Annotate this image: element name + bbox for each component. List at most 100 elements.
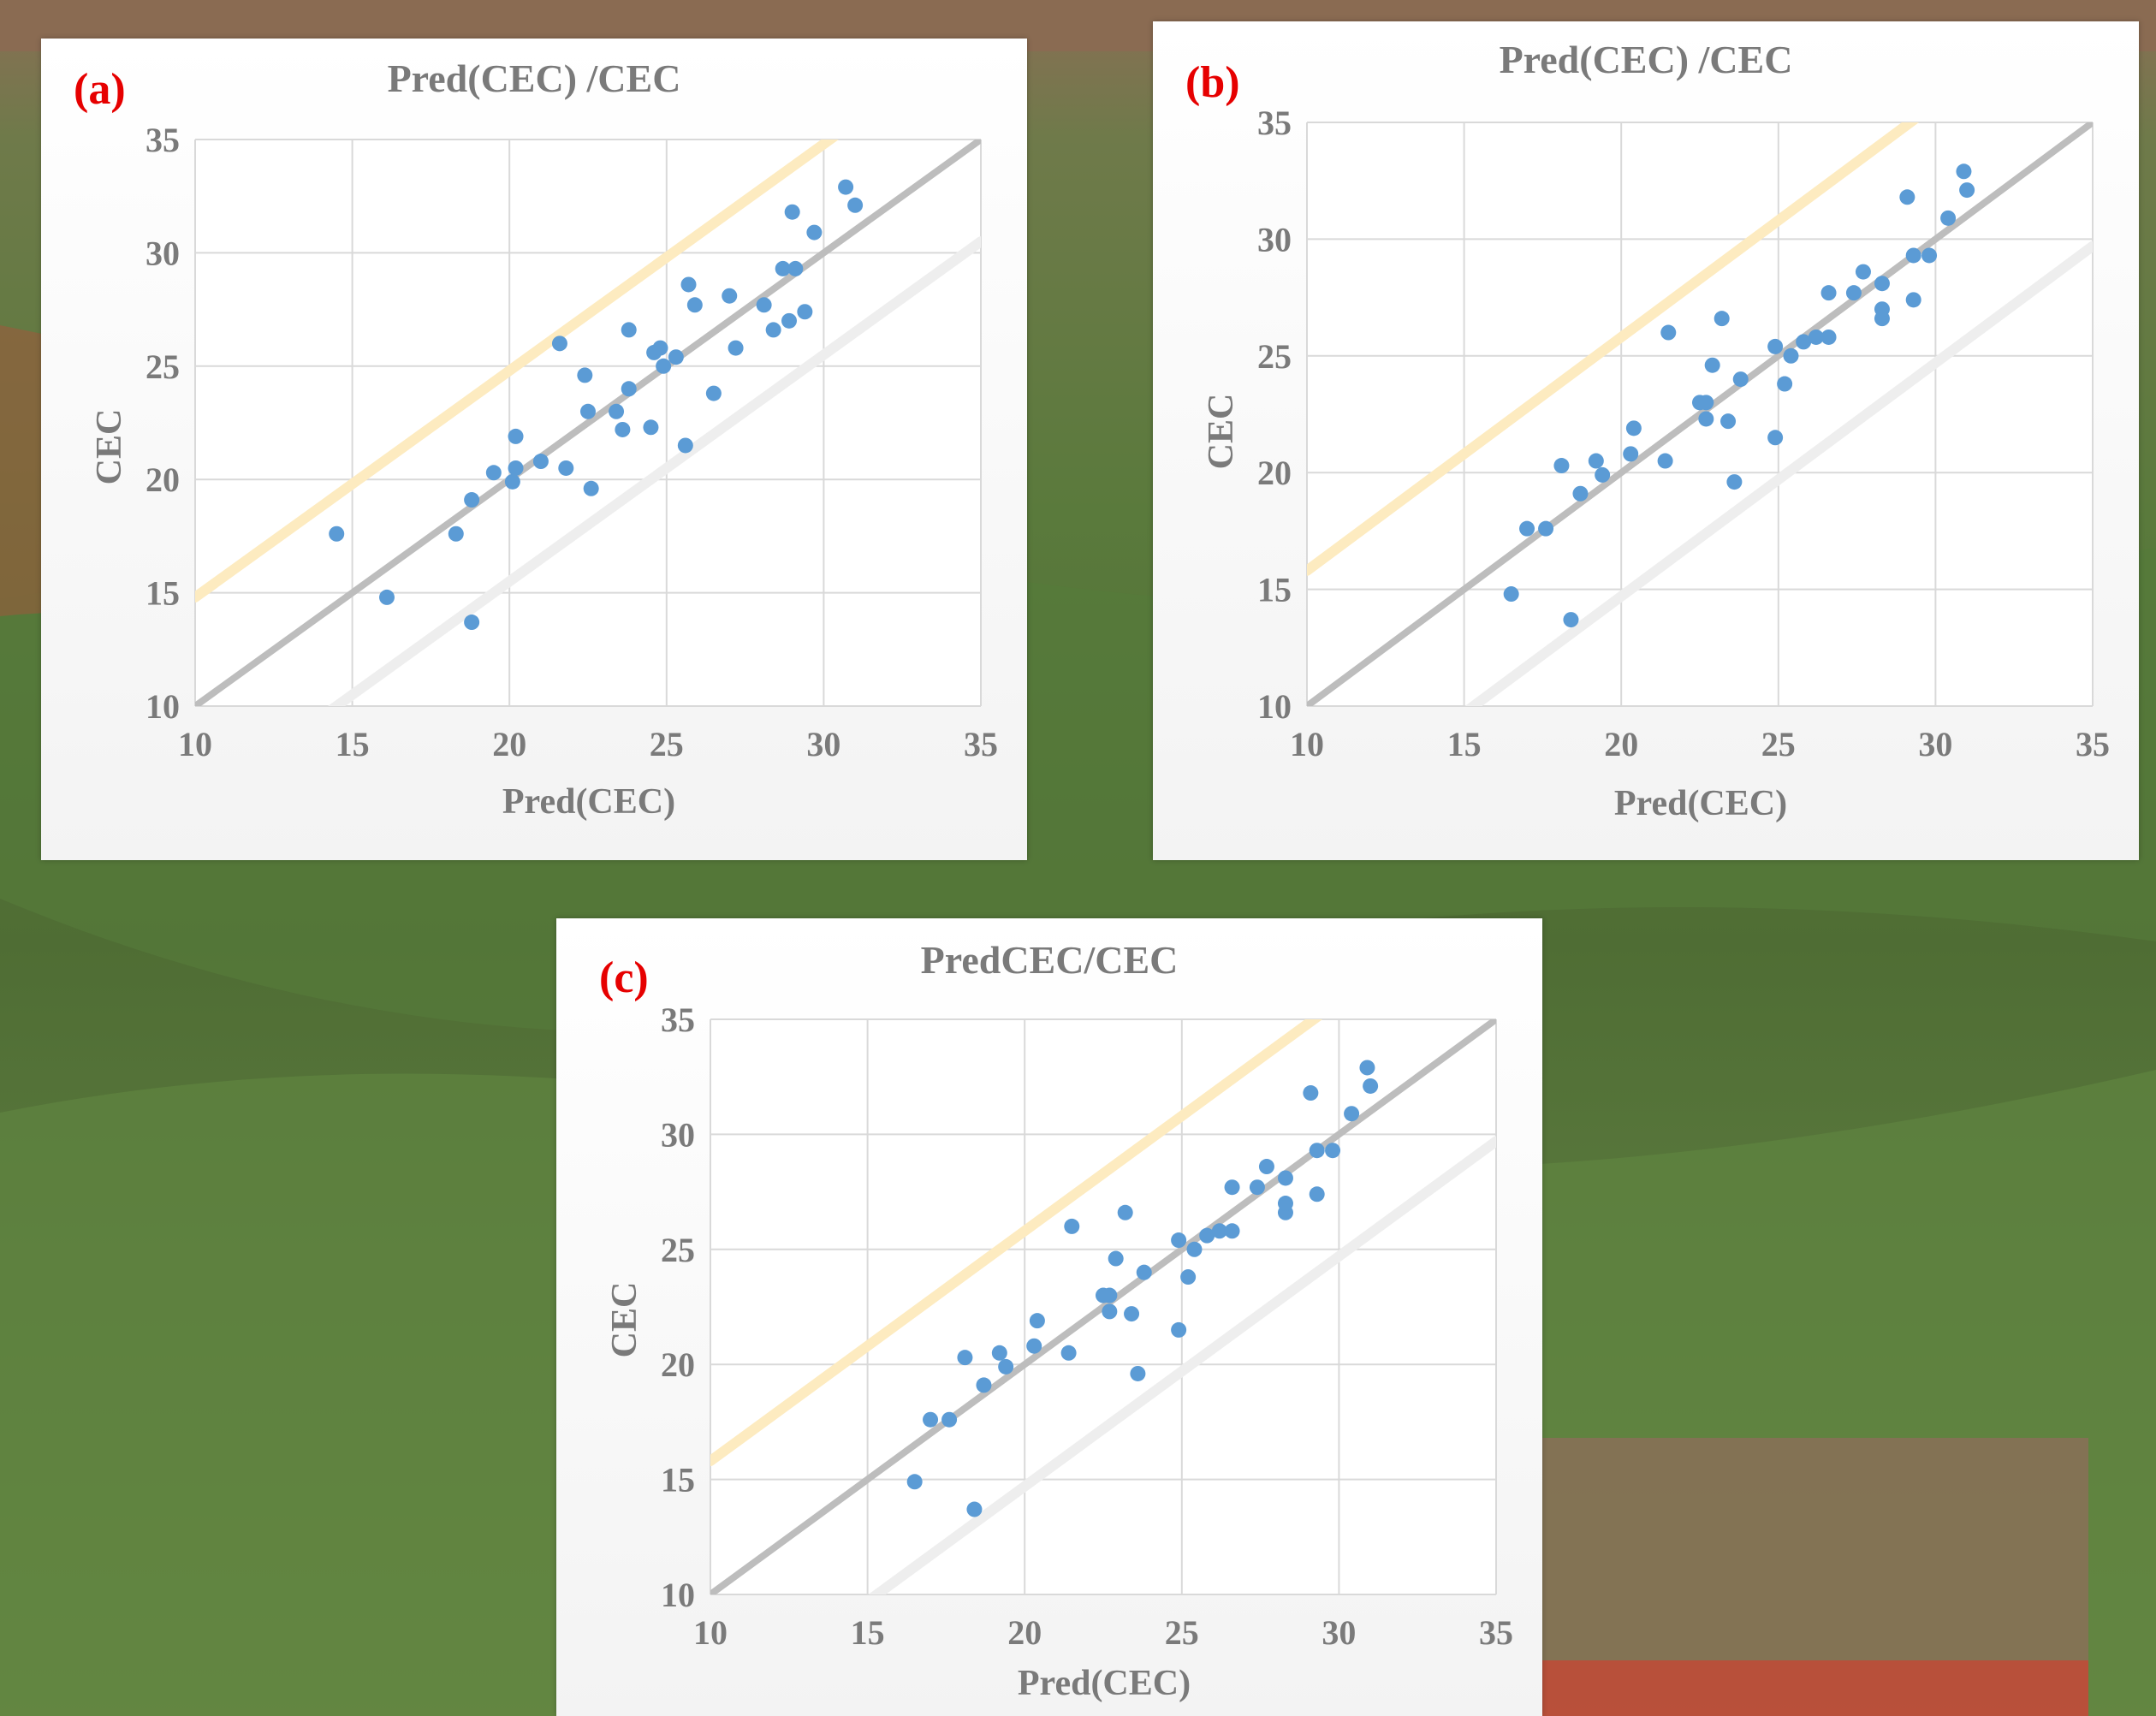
data-point [1538, 520, 1554, 537]
chart-title-b: Pred(CEC) /CEC [1499, 38, 1793, 81]
data-point [1726, 474, 1743, 490]
x-tick-label: 10 [693, 1613, 728, 1652]
data-point [1796, 334, 1812, 350]
data-point [1820, 285, 1837, 301]
reference-lines [195, 140, 981, 706]
data-point [1102, 1287, 1118, 1303]
data-point [1026, 1338, 1042, 1354]
data-point [1714, 311, 1730, 327]
data-point [957, 1350, 973, 1366]
x-tick-label: 35 [1479, 1613, 1513, 1652]
data-point [806, 224, 823, 240]
x-tick-label: 30 [806, 725, 840, 763]
data-point [1277, 1170, 1293, 1186]
data-point [838, 179, 854, 195]
data-point [1303, 1085, 1319, 1101]
data-point [775, 260, 791, 276]
data-point [756, 297, 772, 313]
data-point [378, 589, 395, 605]
data-point [1186, 1241, 1203, 1257]
data-point [1921, 247, 1938, 264]
data-point [1029, 1313, 1045, 1329]
data-point [1623, 446, 1639, 462]
data-point [580, 403, 596, 419]
data-point [1224, 1223, 1240, 1239]
data-point [923, 1411, 939, 1428]
data-point [464, 492, 480, 508]
data-point [1277, 1196, 1293, 1212]
data-point [1309, 1186, 1325, 1202]
y-tick-label: 10 [661, 1576, 695, 1614]
data-point [1808, 329, 1824, 345]
data-point [941, 1411, 958, 1428]
panel-label-c: (c) [599, 953, 649, 1002]
data-point [1855, 264, 1871, 280]
y-axis-label-a: CEC [90, 408, 129, 485]
data-point [797, 304, 813, 320]
data-point [966, 1501, 983, 1517]
data-point [1224, 1179, 1240, 1196]
data-point [1588, 453, 1604, 469]
data-point [1064, 1218, 1080, 1234]
data-point [652, 340, 668, 356]
data-point [1180, 1269, 1197, 1286]
x-tick-label: 20 [1604, 725, 1638, 763]
identity-line [1307, 122, 2093, 706]
panel-label-a: (a) [74, 65, 126, 114]
x-tick-label: 30 [1322, 1613, 1356, 1652]
x-tick-label: 35 [2076, 725, 2110, 763]
data-point [504, 473, 520, 490]
x-axis-label-b: Pred(CEC) [1613, 784, 1788, 823]
chart-title-c: PredCEC/CEC [920, 938, 1179, 982]
data-point [1698, 395, 1714, 411]
data-point [1325, 1143, 1341, 1159]
data-point [583, 480, 599, 496]
y-tick-label: 30 [1257, 220, 1292, 258]
data-point [1845, 285, 1862, 301]
data-point [532, 454, 549, 470]
data-point [1820, 329, 1837, 345]
data-point [976, 1377, 992, 1393]
y-tick-label: 30 [146, 234, 180, 272]
data-point [1344, 1106, 1360, 1122]
data-point [1249, 1179, 1265, 1196]
lower-bound-line [1464, 240, 2093, 706]
data-point [1959, 182, 1975, 199]
data-point [1874, 301, 1890, 318]
data-point [464, 615, 480, 631]
data-point [784, 204, 800, 220]
data-point [781, 312, 798, 329]
data-point [668, 349, 684, 365]
data-point [615, 421, 631, 437]
x-tick-label: 20 [492, 725, 526, 763]
chart-panel-c: 10 10 15 15 20 20 25 25 30 30 35 35 (c) PredCEC/CEC… [556, 918, 1542, 1716]
data-point [680, 276, 697, 293]
y-tick-label: 25 [146, 347, 180, 386]
data-point [705, 385, 722, 401]
data-point [1595, 466, 1611, 483]
x-tick-label: 10 [1290, 725, 1324, 763]
data-point [577, 367, 593, 383]
y-tick-label: 25 [1257, 337, 1292, 376]
data-point [1704, 357, 1720, 373]
data-point [1108, 1250, 1124, 1267]
y-tick-label: 10 [1257, 687, 1292, 726]
data-point [1767, 430, 1784, 446]
data-point [722, 288, 738, 304]
upper-bound-line [1307, 122, 1920, 576]
data-point [1171, 1321, 1187, 1338]
data-point [1171, 1232, 1187, 1249]
data-point [558, 460, 574, 476]
data-point [643, 419, 659, 436]
data-point [1767, 338, 1784, 354]
data-point [1956, 163, 1972, 180]
x-tick-label: 25 [1761, 725, 1796, 763]
upper-bound-line [710, 1019, 1323, 1467]
data-point [998, 1358, 1014, 1375]
chart-title-a: Pred(CEC) /CEC [387, 56, 681, 100]
x-axis-label-c: Pred(CEC) [1017, 1664, 1191, 1703]
data-point [551, 335, 567, 352]
